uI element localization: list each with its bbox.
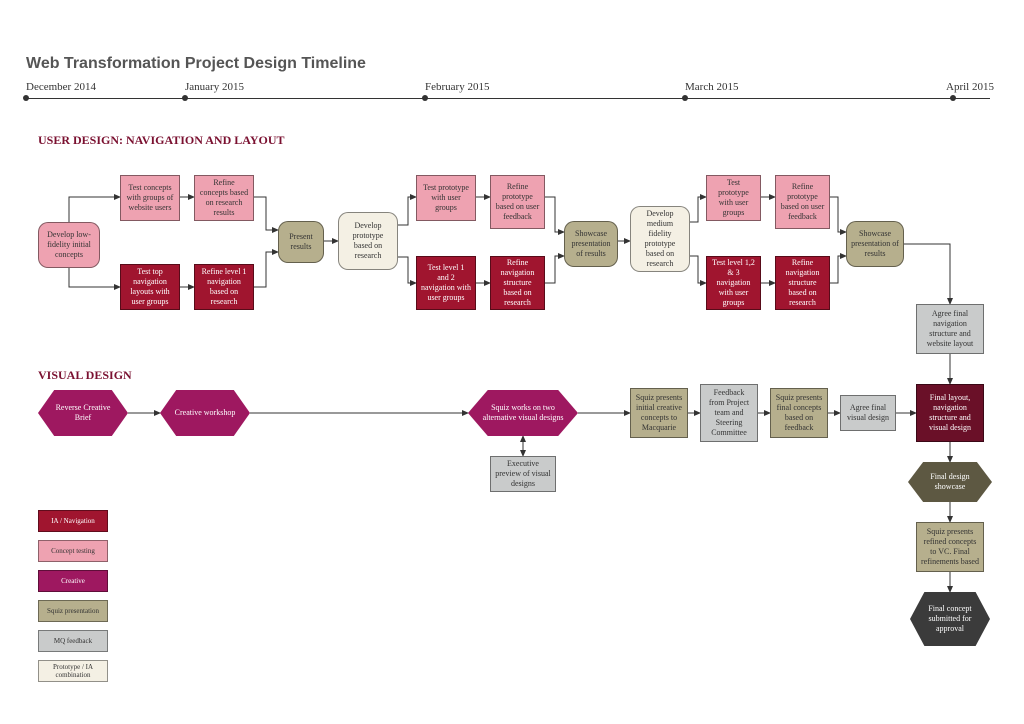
timeline-marker	[23, 95, 29, 101]
flowchart-node: Develop medium fidelity prototype based …	[630, 206, 690, 272]
section-visual-design: VISUAL DESIGN	[38, 368, 132, 383]
node-label: Refine navigation structure based on res…	[495, 258, 540, 308]
node-label: Test level 1,2 & 3 navigation with user …	[711, 258, 756, 308]
flowchart-node: Showcase presentation of results	[564, 221, 618, 267]
node-label: Showcase presentation of results	[569, 229, 613, 259]
timeline-label: January 2015	[185, 81, 244, 93]
flowchart-node: Test concepts with groups of website use…	[120, 175, 180, 221]
timeline-marker	[422, 95, 428, 101]
node-label: Present results	[283, 232, 319, 252]
node-label: Refine level 1 navigation based on resea…	[199, 267, 249, 307]
node-label: Creative workshop	[175, 408, 236, 418]
section-user-design: USER DESIGN: NAVIGATION AND LAYOUT	[38, 133, 285, 148]
node-label: Final concept submitted for approval	[924, 604, 976, 634]
flowchart-node: Final layout, navigation structure and v…	[916, 384, 984, 442]
legend-item: MQ feedback	[38, 630, 108, 652]
flowchart-node: Agree final navigation structure and web…	[916, 304, 984, 354]
node-label: Refine prototype based on user feedback	[495, 182, 540, 222]
flowchart-node: Test level 1 and 2 navigation with user …	[416, 256, 476, 310]
node-label: Squiz presents refined concepts to VC. F…	[921, 527, 979, 567]
timeline-label: March 2015	[685, 81, 738, 93]
node-label: Squiz works on two alternative visual de…	[482, 403, 564, 423]
flowchart-node: Agree final visual design	[840, 395, 896, 431]
flowchart-node: Test prototype with user groups	[416, 175, 476, 221]
flowchart-node: Present results	[278, 221, 324, 263]
flowchart-node: Squiz works on two alternative visual de…	[468, 390, 578, 436]
node-label: Test level 1 and 2 navigation with user …	[421, 263, 471, 303]
timeline-marker	[682, 95, 688, 101]
flowchart-node: Refine navigation structure based on res…	[775, 256, 830, 310]
flowchart-node: Creative workshop	[160, 390, 250, 436]
legend-item: IA / Navigation	[38, 510, 108, 532]
node-label: Develop low-fidelity initial concepts	[43, 230, 95, 260]
page-title: Web Transformation Project Design Timeli…	[26, 55, 366, 73]
flowchart-node: Refine prototype based on user feedback	[775, 175, 830, 229]
flowchart-edges	[0, 0, 1024, 724]
node-label: Feedback from Project team and Steering …	[705, 388, 753, 438]
flowchart-node: Showcase presentation of results	[846, 221, 904, 267]
node-label: Agree final visual design	[845, 403, 891, 423]
flowchart-node: Test level 1,2 & 3 navigation with user …	[706, 256, 761, 310]
node-label: Final layout, navigation structure and v…	[921, 393, 979, 433]
flowchart-node: Final concept submitted for approval	[910, 592, 990, 646]
flowchart-node: Squiz presents final concepts based on f…	[770, 388, 828, 438]
flowchart-node: Refine level 1 navigation based on resea…	[194, 264, 254, 310]
node-label: Test prototype with user groups	[711, 178, 756, 218]
timeline-label: December 2014	[26, 81, 96, 93]
node-label: Test concepts with groups of website use…	[125, 183, 175, 213]
timeline-label: February 2015	[425, 81, 489, 93]
legend-item: Creative	[38, 570, 108, 592]
timeline-marker	[182, 95, 188, 101]
flowchart-node: Develop low-fidelity initial concepts	[38, 222, 100, 268]
node-label: Refine prototype based on user feedback	[780, 182, 825, 222]
node-label: Refine concepts based on research result…	[199, 178, 249, 218]
flowchart-node: Feedback from Project team and Steering …	[700, 384, 758, 442]
node-label: Test top navigation layouts with user gr…	[125, 267, 175, 307]
flowchart-node: Executive preview of visual designs	[490, 456, 556, 492]
legend-item: Prototype / IA combination	[38, 660, 108, 682]
flowchart-node: Refine navigation structure based on res…	[490, 256, 545, 310]
node-label: Refine navigation structure based on res…	[780, 258, 825, 308]
flowchart-node: Refine concepts based on research result…	[194, 175, 254, 221]
node-label: Executive preview of visual designs	[495, 459, 551, 489]
node-label: Squiz presents final concepts based on f…	[775, 393, 823, 433]
node-label: Agree final navigation structure and web…	[921, 309, 979, 349]
flowchart-node: Test top navigation layouts with user gr…	[120, 264, 180, 310]
node-label: Final design showcase	[922, 472, 978, 492]
flowchart-node: Refine prototype based on user feedback	[490, 175, 545, 229]
node-label: Reverse Creative Brief	[52, 403, 114, 423]
flowchart-node: Squiz presents refined concepts to VC. F…	[916, 522, 984, 572]
node-label: Develop medium fidelity prototype based …	[635, 209, 685, 269]
flowchart-node: Reverse Creative Brief	[38, 390, 128, 436]
flowchart-node: Develop prototype based on research	[338, 212, 398, 270]
timeline-axis	[26, 98, 990, 99]
timeline-label: April 2015	[946, 81, 994, 93]
node-label: Showcase presentation of results	[851, 229, 899, 259]
legend-item: Squiz presentation	[38, 600, 108, 622]
timeline-marker	[950, 95, 956, 101]
flowchart-node: Squiz presents initial creative concepts…	[630, 388, 688, 438]
legend-item: Concept testing	[38, 540, 108, 562]
node-label: Develop prototype based on research	[343, 221, 393, 261]
flowchart-node: Final design showcase	[908, 462, 992, 502]
node-label: Test prototype with user groups	[421, 183, 471, 213]
flowchart-node: Test prototype with user groups	[706, 175, 761, 221]
node-label: Squiz presents initial creative concepts…	[635, 393, 683, 433]
